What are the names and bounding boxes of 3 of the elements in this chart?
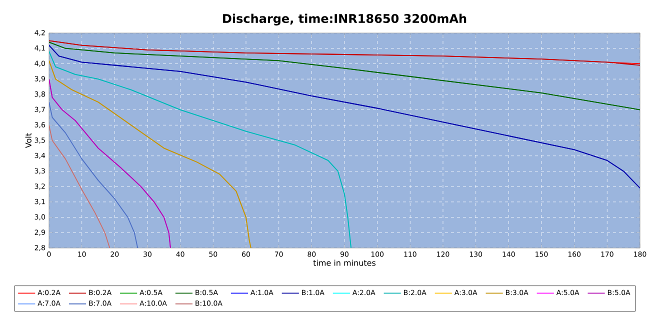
y-axis-title: Volt [25, 133, 32, 148]
chart-title: Discharge, time:INR18650 3200mAh [223, 14, 466, 26]
x-axis-title: time in minutes [313, 260, 376, 266]
